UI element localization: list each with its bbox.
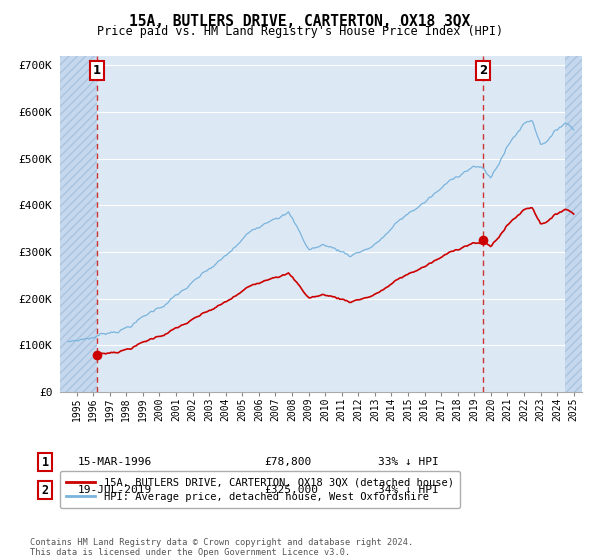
Text: 2: 2 [479,64,487,77]
Text: Price paid vs. HM Land Registry's House Price Index (HPI): Price paid vs. HM Land Registry's House … [97,25,503,38]
Text: 15A, BUTLERS DRIVE, CARTERTON, OX18 3QX: 15A, BUTLERS DRIVE, CARTERTON, OX18 3QX [130,14,470,29]
Text: £325,000: £325,000 [264,485,318,495]
Text: £78,800: £78,800 [264,457,311,467]
Bar [60,56,97,392]
Text: 2: 2 [41,483,49,497]
Text: 15-MAR-1996: 15-MAR-1996 [78,457,152,467]
Text: 34% ↓ HPI: 34% ↓ HPI [378,485,439,495]
Text: 33% ↓ HPI: 33% ↓ HPI [378,457,439,467]
Text: 1: 1 [41,455,49,469]
Legend: 15A, BUTLERS DRIVE, CARTERTON, OX18 3QX (detached house), HPI: Average price, de: 15A, BUTLERS DRIVE, CARTERTON, OX18 3QX … [60,471,460,508]
Text: 1: 1 [92,64,101,77]
Text: Contains HM Land Registry data © Crown copyright and database right 2024.
This d: Contains HM Land Registry data © Crown c… [30,538,413,557]
Text: 19-JUL-2019: 19-JUL-2019 [78,485,152,495]
Bar [565,56,582,392]
